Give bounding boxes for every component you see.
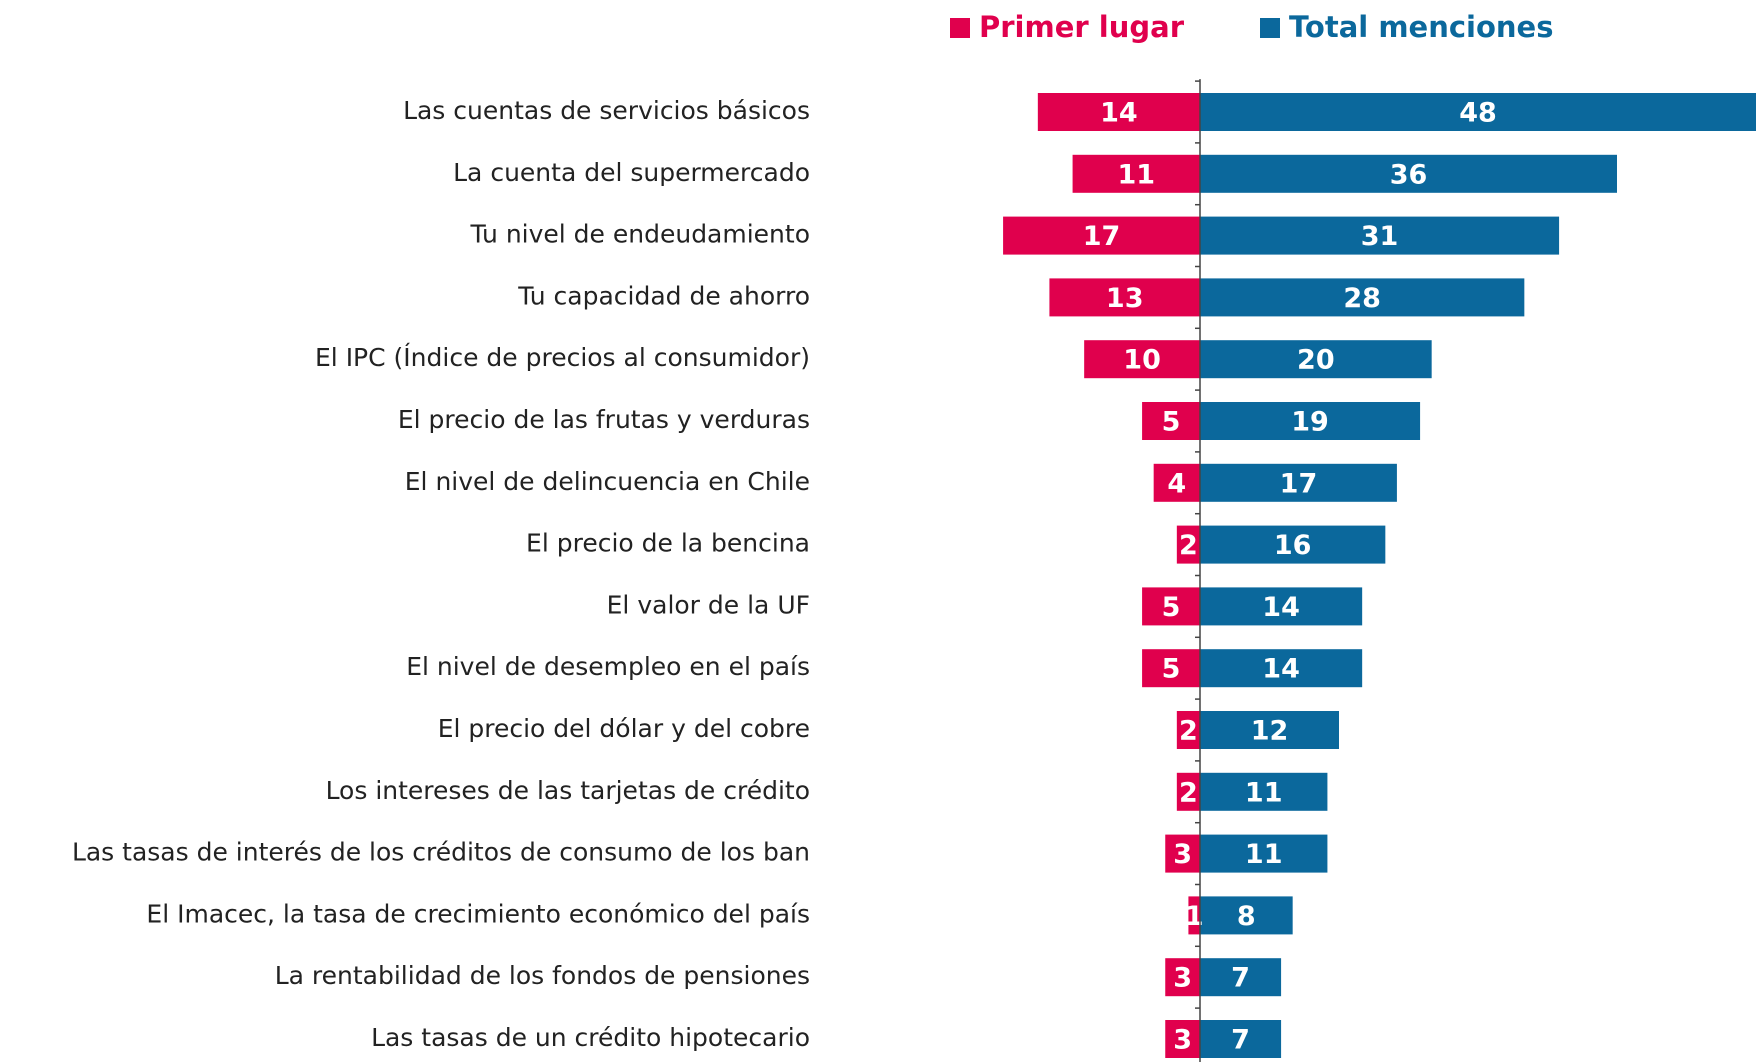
bar-right [1200, 711, 1339, 749]
value-label: 4 [1167, 468, 1186, 499]
bar-left [1142, 402, 1200, 440]
bar-left [1003, 216, 1200, 255]
bar-right [1200, 649, 1363, 688]
category-label: La rentabilidad de los fondos de pension… [275, 961, 810, 990]
category-label: El valor de la UF [607, 590, 810, 619]
category-label: Los intereses de las tarjetas de crédito [326, 776, 810, 805]
category-label: Tu capacidad de ahorro [517, 281, 810, 310]
value-label: 17 [1083, 221, 1121, 252]
bar-left [1084, 340, 1200, 379]
value-label: 12 [1251, 716, 1289, 747]
bar-left [1188, 896, 1200, 935]
value-label: 11 [1118, 159, 1156, 190]
bar-left [1165, 958, 1200, 997]
category-label: Las tasas de un crédito hipotecario [371, 1023, 810, 1052]
bar-right [1200, 834, 1328, 873]
value-label: 19 [1291, 407, 1329, 438]
value-label: 20 [1297, 345, 1335, 376]
bar-right [1200, 587, 1363, 626]
value-label: 17 [1280, 468, 1318, 499]
value-label: 5 [1162, 407, 1181, 438]
value-label: 14 [1262, 654, 1300, 685]
value-label: 13 [1106, 283, 1144, 314]
bar-left [1176, 525, 1200, 564]
bar-left [1165, 1020, 1200, 1058]
category-label: El nivel de desempleo en el país [406, 652, 810, 681]
bar-right [1200, 93, 1756, 131]
value-label: 2 [1179, 716, 1198, 747]
value-label: 11 [1245, 839, 1283, 870]
value-label: 3 [1173, 1025, 1192, 1056]
bar-right [1200, 896, 1293, 935]
bar-left [1072, 154, 1200, 193]
bar-right [1200, 340, 1432, 379]
legend-swatch [950, 18, 970, 38]
bar-left [1176, 772, 1200, 811]
value-label: 14 [1100, 98, 1138, 129]
value-label: 5 [1162, 654, 1181, 685]
legend-swatch [1260, 18, 1280, 38]
category-label: Tu nivel de endeudamiento [470, 220, 810, 249]
value-label: 2 [1179, 530, 1198, 561]
value-label: 10 [1123, 345, 1161, 376]
category-label: Las tasas de interés de los créditos de … [72, 838, 810, 867]
value-label: 5 [1162, 592, 1181, 623]
bar-right [1200, 772, 1328, 811]
value-label: 48 [1459, 98, 1497, 129]
bar-right [1200, 525, 1386, 564]
bar-left [1153, 463, 1200, 502]
value-label: 3 [1173, 963, 1192, 994]
value-label: 36 [1390, 159, 1428, 190]
value-label: 1 [1185, 901, 1204, 932]
category-label: El precio del dólar y del cobre [438, 714, 810, 743]
value-label: 14 [1262, 592, 1300, 623]
category-label: La cuenta del supermercado [453, 158, 810, 187]
category-label: El nivel de delincuencia en Chile [405, 467, 810, 496]
value-label: 2 [1179, 777, 1198, 808]
category-label: El IPC (Índice de precios al consumidor) [315, 343, 810, 372]
bar-right [1200, 278, 1525, 317]
bar-left [1176, 711, 1200, 749]
value-label: 31 [1361, 221, 1399, 252]
bar-right [1200, 402, 1421, 440]
bar-left [1142, 649, 1200, 688]
category-label: El precio de las frutas y verduras [398, 405, 810, 434]
value-label: 7 [1231, 963, 1250, 994]
bar-left [1049, 278, 1200, 317]
value-label: 11 [1245, 777, 1283, 808]
value-label: 8 [1237, 901, 1256, 932]
bar-right [1200, 463, 1397, 502]
category-label: El Imacec, la tasa de crecimiento económ… [146, 899, 810, 928]
bar-right [1200, 216, 1560, 255]
bar-right [1200, 1020, 1282, 1058]
value-label: 7 [1231, 1025, 1250, 1056]
value-label: 28 [1343, 283, 1381, 314]
bar-left [1165, 834, 1200, 873]
bar-left [1142, 587, 1200, 626]
bar-right [1200, 958, 1282, 997]
legend-label: Primer lugar [979, 10, 1185, 44]
bar-right [1200, 154, 1617, 193]
bar-left [1037, 93, 1200, 131]
value-label: 3 [1173, 839, 1192, 870]
category-label: El precio de la bencina [526, 529, 810, 558]
value-label: 16 [1274, 530, 1312, 561]
category-label: Las cuentas de servicios básicos [403, 96, 810, 125]
legend-label: Total menciones [1289, 10, 1553, 44]
